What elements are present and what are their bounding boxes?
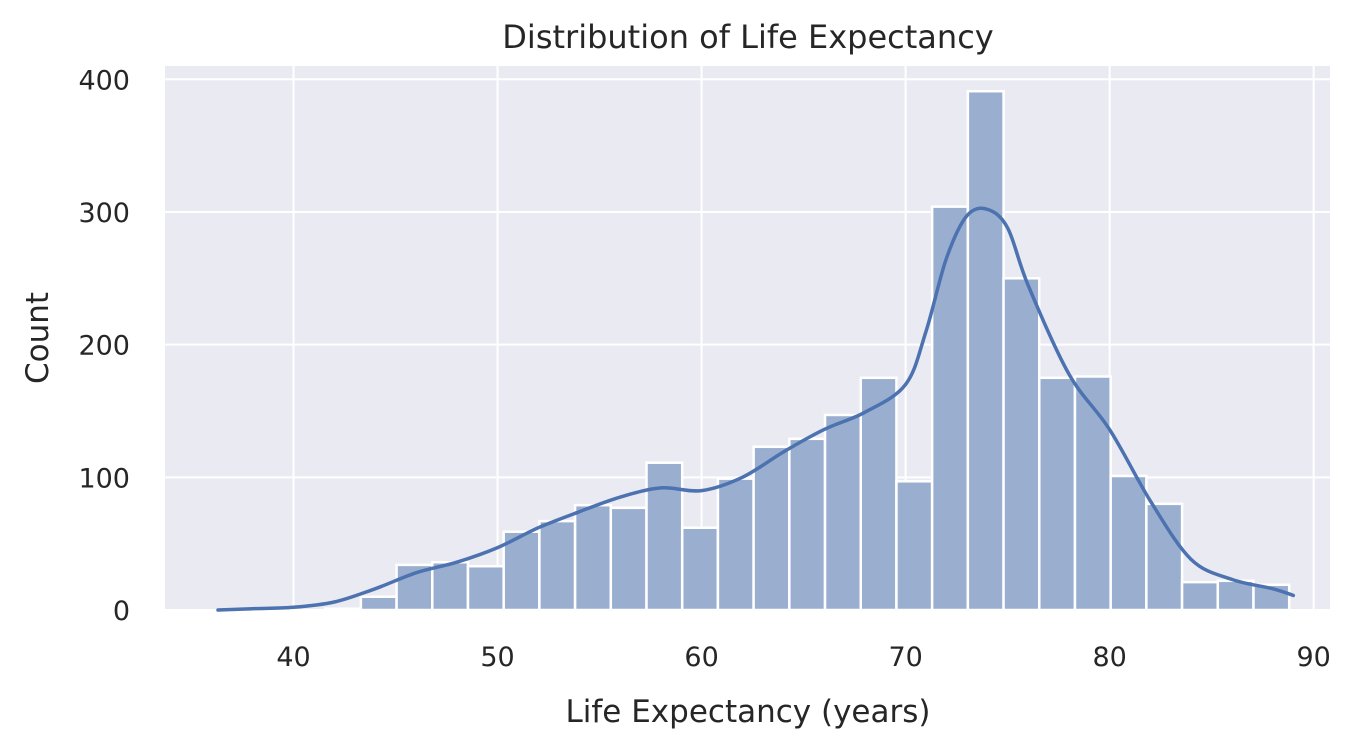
histogram-bar bbox=[359, 595, 398, 612]
histogram-bar bbox=[1109, 474, 1148, 612]
histogram-bar bbox=[1002, 277, 1041, 612]
x-tick-label: 90 bbox=[1296, 642, 1330, 673]
y-tick-label: 100 bbox=[78, 463, 130, 494]
histogram-bar bbox=[680, 526, 720, 612]
x-axis-label: Life Expectancy (years) bbox=[566, 694, 931, 730]
histogram-bar bbox=[1145, 502, 1184, 612]
histogram-bar bbox=[538, 519, 577, 612]
x-tick-label: 50 bbox=[480, 642, 514, 673]
histogram-bar bbox=[895, 480, 934, 612]
x-tick-label: 80 bbox=[1092, 642, 1126, 673]
histogram-bar bbox=[823, 413, 862, 612]
histogram-bar bbox=[1038, 376, 1077, 612]
histogram-bar bbox=[431, 560, 470, 612]
histogram-bar bbox=[966, 89, 1005, 612]
y-tick-label: 0 bbox=[113, 596, 130, 627]
histogram-bar bbox=[323, 607, 363, 612]
y-tick-label: 200 bbox=[78, 331, 130, 362]
kde-line bbox=[216, 206, 1296, 612]
histogram-bar bbox=[645, 461, 684, 612]
x-tick-label: 40 bbox=[276, 642, 310, 673]
histogram-bar bbox=[752, 445, 791, 612]
y-axis-label: Count bbox=[20, 292, 56, 384]
y-tick-label: 300 bbox=[78, 198, 130, 229]
histogram-bar bbox=[466, 564, 505, 612]
chart-title: Distribution of Life Expectancy bbox=[502, 18, 993, 56]
histogram-bar bbox=[609, 506, 648, 612]
histogram-bar bbox=[1073, 375, 1112, 612]
histogram-bar bbox=[930, 205, 970, 612]
y-tick-label: 400 bbox=[78, 65, 130, 96]
histogram-bar bbox=[716, 477, 755, 612]
histogram-bar bbox=[573, 503, 613, 612]
x-tick-label: 60 bbox=[684, 642, 718, 673]
x-tick-label: 70 bbox=[888, 642, 922, 673]
histogram-bar bbox=[1180, 580, 1220, 612]
histogram-bar bbox=[788, 437, 827, 612]
